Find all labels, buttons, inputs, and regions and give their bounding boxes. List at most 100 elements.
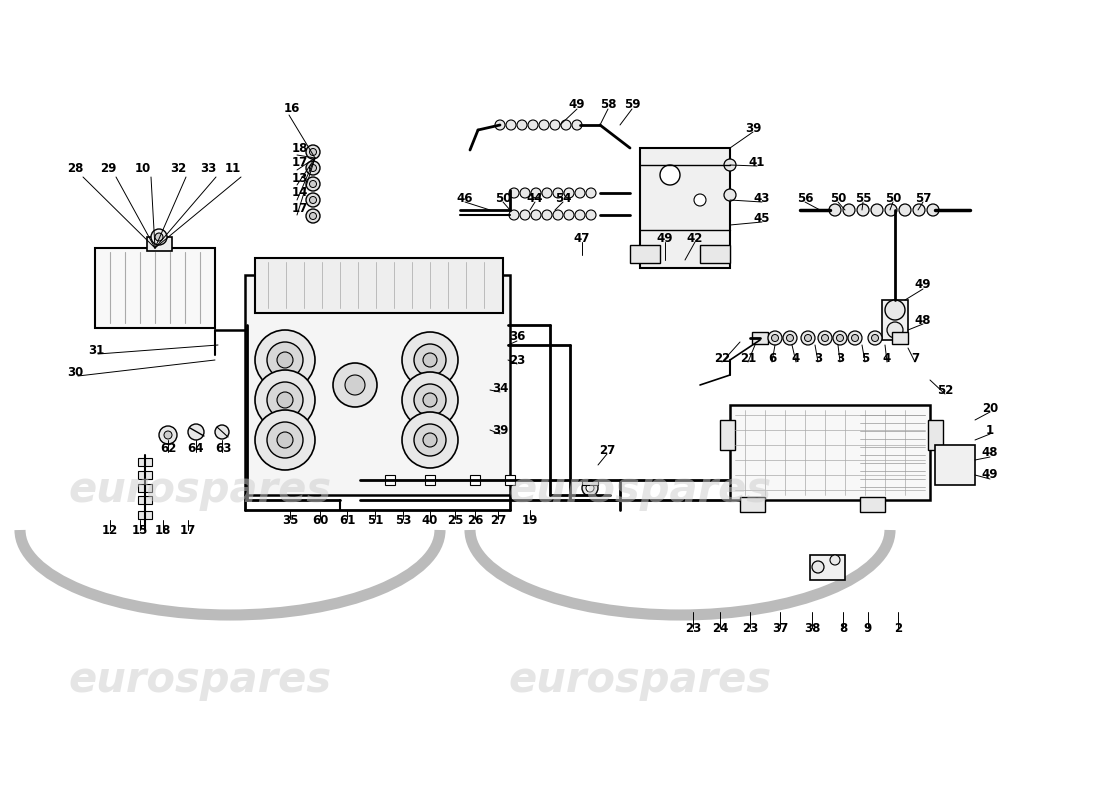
Circle shape <box>267 342 303 378</box>
Circle shape <box>927 204 939 216</box>
Text: 15: 15 <box>132 523 148 537</box>
Circle shape <box>520 188 530 198</box>
Text: 34: 34 <box>492 382 508 394</box>
Text: 37: 37 <box>772 622 788 634</box>
Circle shape <box>402 332 458 388</box>
Circle shape <box>564 210 574 220</box>
Text: 58: 58 <box>600 98 616 111</box>
Bar <box>935 445 975 485</box>
Circle shape <box>871 204 883 216</box>
Text: 49: 49 <box>569 98 585 111</box>
Circle shape <box>553 210 563 220</box>
Circle shape <box>424 433 437 447</box>
Circle shape <box>517 120 527 130</box>
Text: 64: 64 <box>188 442 205 454</box>
Text: eurospares: eurospares <box>508 469 771 511</box>
Circle shape <box>506 120 516 130</box>
Circle shape <box>414 384 446 416</box>
Circle shape <box>424 393 437 407</box>
Circle shape <box>414 424 446 456</box>
Circle shape <box>402 372 458 428</box>
Circle shape <box>277 432 293 448</box>
Circle shape <box>267 422 303 458</box>
Circle shape <box>586 210 596 220</box>
Text: 13: 13 <box>292 171 308 185</box>
Bar <box>928 420 943 450</box>
Text: 49: 49 <box>915 278 932 291</box>
Text: 2: 2 <box>894 622 902 634</box>
Text: 63: 63 <box>214 442 231 454</box>
Text: 16: 16 <box>284 102 300 114</box>
Text: 40: 40 <box>421 514 438 526</box>
Circle shape <box>306 209 320 223</box>
Circle shape <box>564 188 574 198</box>
Text: 24: 24 <box>712 622 728 634</box>
Text: 52: 52 <box>937 383 954 397</box>
Circle shape <box>586 188 596 198</box>
Circle shape <box>822 334 828 342</box>
Text: 48: 48 <box>915 314 932 326</box>
Circle shape <box>309 165 317 171</box>
Circle shape <box>886 204 896 216</box>
Bar <box>385 475 395 485</box>
Text: 62: 62 <box>160 442 176 454</box>
Text: 61: 61 <box>339 514 355 526</box>
Circle shape <box>414 344 446 376</box>
Text: 8: 8 <box>839 622 847 634</box>
Circle shape <box>188 424 204 440</box>
Text: 18: 18 <box>292 142 308 154</box>
Circle shape <box>887 322 903 338</box>
Text: 11: 11 <box>224 162 241 174</box>
Circle shape <box>660 165 680 185</box>
Text: 33: 33 <box>200 162 216 174</box>
Circle shape <box>214 425 229 439</box>
Bar <box>882 300 908 340</box>
Bar <box>730 405 930 500</box>
Text: 47: 47 <box>574 231 591 245</box>
Text: 49: 49 <box>657 231 673 245</box>
Bar <box>860 497 886 512</box>
Circle shape <box>306 177 320 191</box>
Circle shape <box>267 382 303 418</box>
Text: 45: 45 <box>754 211 770 225</box>
Text: 23: 23 <box>685 622 701 634</box>
Text: 22: 22 <box>714 351 730 365</box>
Circle shape <box>771 334 779 342</box>
Circle shape <box>851 334 858 342</box>
Circle shape <box>542 188 552 198</box>
Circle shape <box>575 188 585 198</box>
Circle shape <box>586 484 594 492</box>
Circle shape <box>509 188 519 198</box>
Text: 50: 50 <box>884 191 901 205</box>
Bar <box>892 332 907 344</box>
Text: 48: 48 <box>981 446 999 459</box>
Text: eurospares: eurospares <box>68 659 331 701</box>
Bar <box>138 484 152 492</box>
Text: 32: 32 <box>169 162 186 174</box>
Text: 3: 3 <box>814 351 822 365</box>
Circle shape <box>255 410 315 470</box>
Circle shape <box>495 120 505 130</box>
Circle shape <box>868 331 882 345</box>
Circle shape <box>786 334 793 342</box>
Text: 42: 42 <box>686 231 703 245</box>
Bar <box>425 475 435 485</box>
Circle shape <box>572 120 582 130</box>
Circle shape <box>694 194 706 206</box>
Circle shape <box>768 331 782 345</box>
Text: 4: 4 <box>792 351 800 365</box>
Text: 17: 17 <box>292 202 308 214</box>
Text: 36: 36 <box>509 330 525 343</box>
Text: 54: 54 <box>554 191 571 205</box>
Text: 27: 27 <box>598 443 615 457</box>
Text: 23: 23 <box>741 622 758 634</box>
Bar <box>752 332 768 344</box>
Circle shape <box>843 204 855 216</box>
Text: 17: 17 <box>292 157 308 170</box>
Text: 4: 4 <box>883 351 891 365</box>
Text: 44: 44 <box>527 191 543 205</box>
Bar <box>640 148 730 268</box>
Bar <box>505 475 515 485</box>
Bar <box>582 480 598 485</box>
Circle shape <box>848 331 862 345</box>
